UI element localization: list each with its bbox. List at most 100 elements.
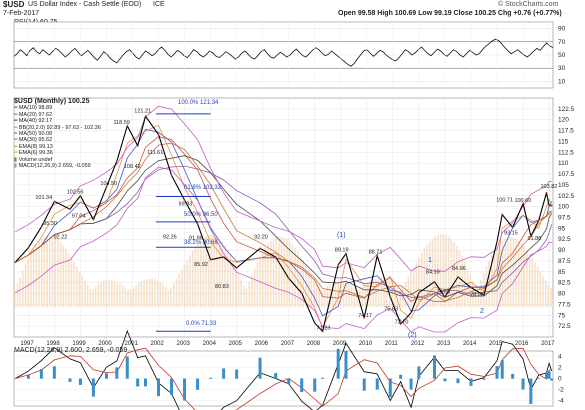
histogram-bar — [57, 239, 59, 307]
price-point — [157, 133, 160, 136]
histogram-bar — [137, 283, 140, 307]
histogram-bar — [38, 241, 40, 307]
price-tick-label: 85 — [558, 269, 566, 276]
price-data-label: 97.04 — [72, 213, 86, 219]
histogram-bar — [148, 278, 151, 307]
macd-histogram-bar — [170, 378, 174, 395]
histogram-bar — [27, 258, 30, 307]
histogram-bar — [111, 279, 113, 307]
histogram-bar — [261, 251, 264, 307]
histogram-bar — [65, 249, 67, 307]
macd-histogram-bar — [529, 378, 533, 404]
macd-histogram-bar — [274, 373, 278, 379]
histogram-bar — [181, 269, 183, 307]
histogram-bar — [334, 281, 337, 307]
price-tick-label: 105 — [558, 182, 569, 189]
histogram-bar — [218, 238, 221, 307]
price-point — [170, 174, 173, 177]
price-point — [337, 263, 340, 266]
histogram-bar — [313, 278, 315, 307]
macd-label: MACD(12,26,9) 2.600, 2.659, -0.059 — [14, 347, 128, 354]
macd-histogram-bar — [78, 378, 82, 385]
histogram-bar — [248, 281, 251, 307]
histogram-bar — [51, 236, 54, 307]
histogram-bar — [229, 254, 232, 307]
histogram-bar — [358, 289, 361, 307]
histogram-bar — [455, 246, 458, 307]
legend-item-ema6: ━ EMA(6) 99.36 — [14, 150, 53, 157]
macd-histogram-bar — [511, 373, 515, 379]
histogram-bar — [73, 262, 75, 307]
price-data-label: 103.82 — [540, 184, 557, 190]
histogram-bar — [337, 280, 339, 307]
legend-item-ma20: ━ MA(20) 97.62 — [14, 111, 53, 118]
price-point — [444, 296, 446, 298]
histogram-bar — [67, 253, 70, 307]
ohlc: Open 99.58 High 100.69 Low 99.19 Close 1… — [338, 10, 562, 17]
histogram-bar — [469, 274, 472, 307]
price-point — [287, 277, 290, 280]
histogram-bar — [59, 242, 62, 307]
price-point — [40, 226, 43, 228]
price-tick-label: 75 — [558, 312, 566, 319]
price-data-label: 95.30 — [43, 221, 57, 227]
macd-histogram-bar — [91, 378, 95, 397]
price-tick-label: 95 — [558, 225, 566, 232]
histogram-bar — [251, 274, 253, 307]
ma50-line — [15, 165, 553, 298]
histogram-bar — [399, 290, 401, 307]
price-tick-label: 110 — [558, 160, 569, 167]
price-point — [27, 247, 30, 249]
macd-histogram-bar — [544, 372, 548, 379]
histogram-bar — [499, 243, 501, 307]
year-tick-label: 2009 — [333, 341, 347, 347]
price-data-label: 89.19 — [335, 248, 349, 254]
histogram-bar — [482, 272, 485, 307]
histogram-bar — [412, 267, 415, 307]
macd-histogram-bar — [157, 378, 161, 397]
price-data-label: 91.88 — [527, 236, 541, 242]
histogram-bar — [154, 279, 156, 307]
price-data-label: 93.15 — [504, 230, 518, 236]
histogram-bar — [504, 238, 507, 307]
histogram-bar — [159, 282, 162, 307]
histogram-bar — [81, 276, 83, 307]
price-data-label: 101.34 — [35, 195, 52, 201]
histogram-bar — [270, 240, 272, 307]
year-tick-label: 2001 — [124, 341, 138, 347]
histogram-bar — [426, 244, 428, 307]
rsi-line — [13, 38, 554, 67]
histogram-bar — [119, 283, 121, 307]
histogram-bar — [466, 268, 469, 307]
price-data-label: 102.56 — [67, 190, 84, 196]
macd-signal-line — [15, 347, 552, 410]
price-point — [410, 311, 412, 314]
price-point — [418, 291, 420, 294]
macd-histogram-bar — [300, 378, 304, 393]
price-tick-label: 122.5 — [558, 106, 575, 113]
legend-item-ma30: ━ MA(30) 95.62 — [14, 137, 53, 144]
histogram-bar — [127, 289, 129, 307]
price-point — [209, 258, 212, 261]
year-tick-label: 1999 — [72, 341, 86, 347]
year-tick-label: 2004 — [203, 341, 217, 347]
histogram-bar — [62, 245, 65, 307]
macd-histogram-bar — [433, 355, 437, 379]
year-tick-label: 2002 — [151, 341, 165, 347]
histogram-bar — [108, 279, 110, 307]
fib-label-618: 61.8% 102.32 — [184, 185, 222, 191]
macd-histogram-bar — [136, 378, 140, 387]
macd-histogram-bar — [52, 366, 56, 379]
price-data-label: 78.93 — [470, 292, 484, 298]
exchange: ICE — [153, 1, 165, 8]
year-tick-label: 2007 — [281, 341, 295, 347]
histogram-bar — [383, 277, 385, 307]
price-data-label: 118.59 — [113, 120, 129, 126]
histogram-bar — [237, 272, 240, 307]
macd-histogram-bar — [456, 378, 460, 384]
macd-histogram-bar — [125, 356, 129, 379]
year-tick-label: 1998 — [46, 341, 60, 347]
histogram-bar — [14, 290, 16, 307]
year-tick-label: 2003 — [177, 341, 191, 347]
